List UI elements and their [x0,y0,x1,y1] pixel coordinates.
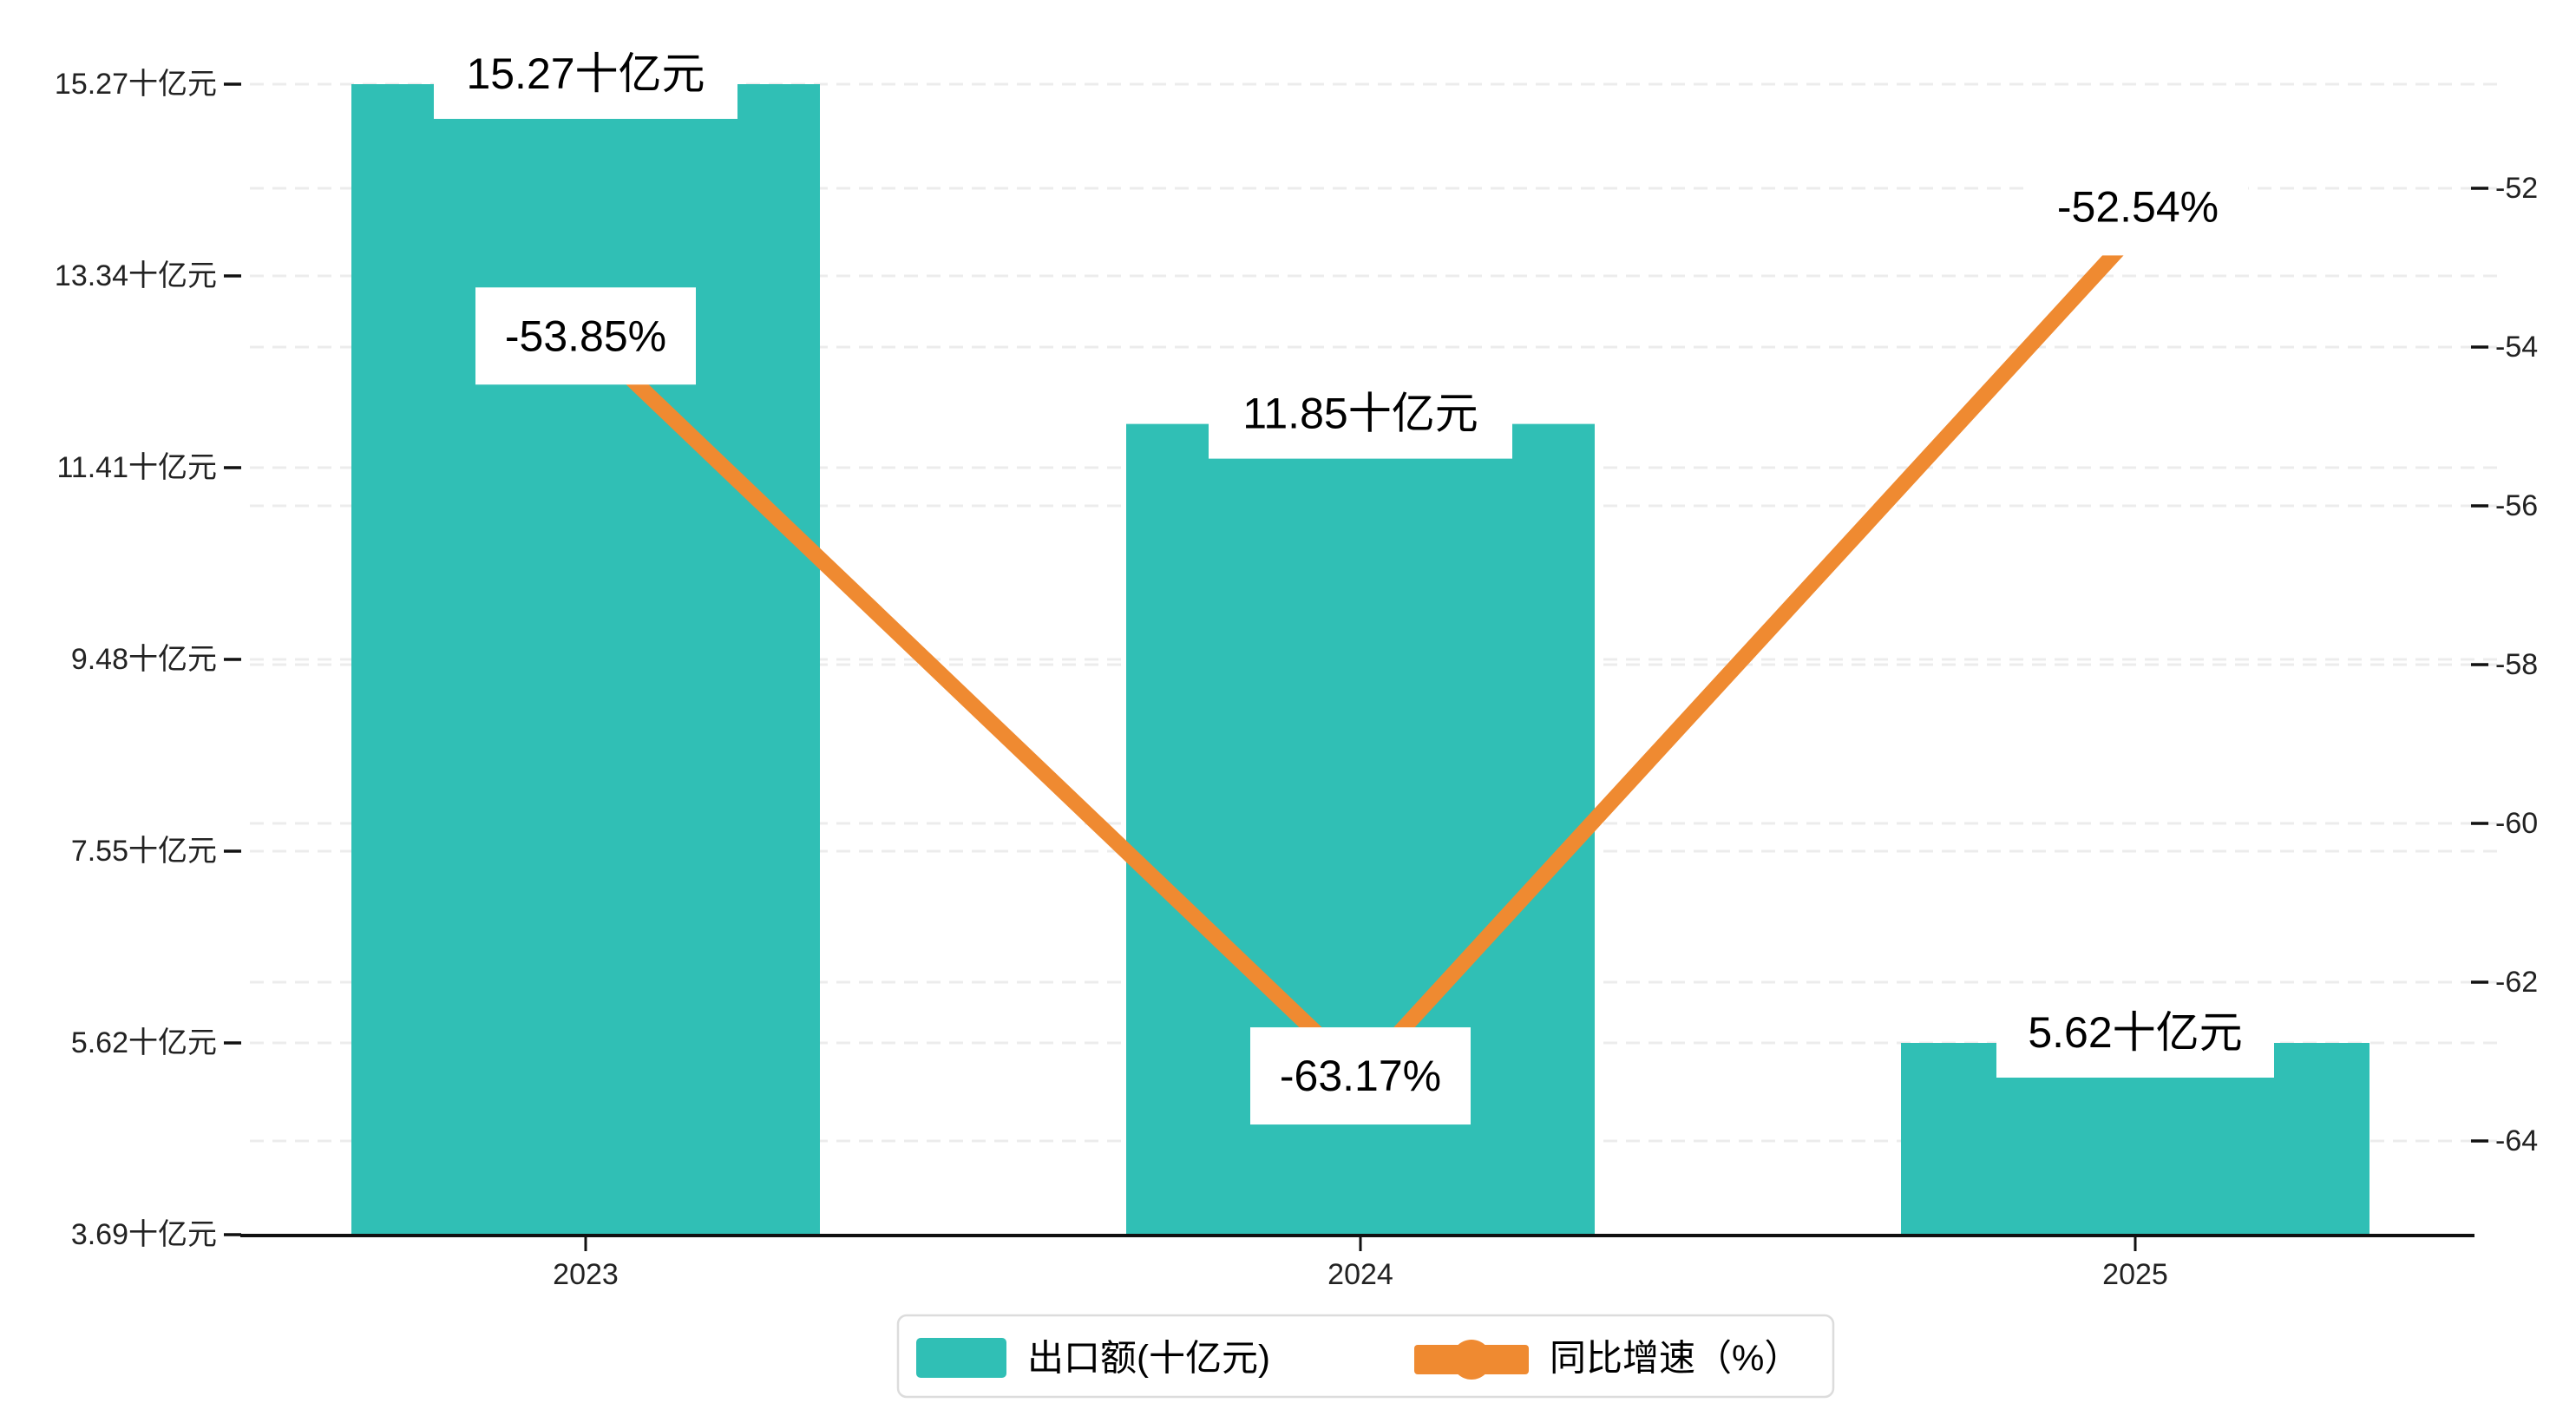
line-marker-dot-icon [1452,1340,1491,1380]
label-bg-line-2024 [1250,1027,1471,1125]
x-tick-label: 2024 [1327,1258,1393,1291]
right-tick-label: -56 [2495,489,2538,522]
legend-box [896,1314,1835,1399]
label-bar-2024: 11.85十亿元 [1242,390,1478,438]
right-tick-label: -58 [2495,648,2538,681]
label-bg-line-2025 [2028,158,2248,256]
label-bar-2023: 15.27十亿元 [466,49,705,98]
left-tick-label: 3.69十亿元 [71,1218,217,1251]
label-line-2025: -52.54% [2057,182,2219,231]
bar-swatch-icon [916,1338,1006,1378]
label-bg-bar-2024 [1209,368,1512,459]
x-axis: 2023 2024 2025 [240,1234,2474,1291]
right-tick-label: -64 [2495,1124,2538,1157]
label-bg-bar-2025 [1996,987,2274,1078]
label-line-2023: -53.85% [505,311,666,360]
data-labels: 15.27十亿元 11.85十亿元 5.62十亿元 -53.85% -63.17% -52… [434,29,2274,1125]
left-tick-label: 13.34十亿元 [55,259,217,292]
right-tick-label: -62 [2495,966,2538,999]
legend-item-bar[interactable]: 出口额(十亿元) [916,1338,1270,1379]
x-tick-label: 2023 [553,1258,619,1291]
left-axis: 15.27十亿元 13.34十亿元 11.41十亿元 9.48十亿元 7.55十亿元 5.… [55,68,241,1251]
x-tick-label: 2025 [2102,1258,2168,1291]
label-bg-line-2023 [475,287,696,385]
right-tick-label: -52 [2495,172,2538,205]
left-tick-label: 11.41十亿元 [56,451,217,484]
left-tick-label: 9.48十亿元 [71,643,217,676]
legend-label-bar: 出口额(十亿元) [1027,1338,1270,1379]
label-bar-2025: 5.62十亿元 [2028,1008,2242,1057]
legend: 出口额(十亿元) 同比增速（%） [896,1314,1835,1399]
left-tick-label: 5.62十亿元 [71,1026,217,1059]
label-bg-bar-2023 [434,29,737,119]
right-tick-label: -54 [2495,331,2538,364]
legend-label-line: 同比增速（%） [1550,1338,1800,1379]
bar-2023[interactable] [351,84,820,1236]
label-line-2024: -63.17% [1280,1052,1441,1100]
left-tick-label: 7.55十亿元 [71,835,217,868]
right-tick-label: -60 [2495,807,2538,840]
left-tick-label: 15.27十亿元 [55,68,217,101]
legend-item-line[interactable]: 同比增速（%） [1414,1338,1800,1380]
right-axis: -52 -54 -56 -58 -60 -62 -64 [2471,172,2538,1157]
